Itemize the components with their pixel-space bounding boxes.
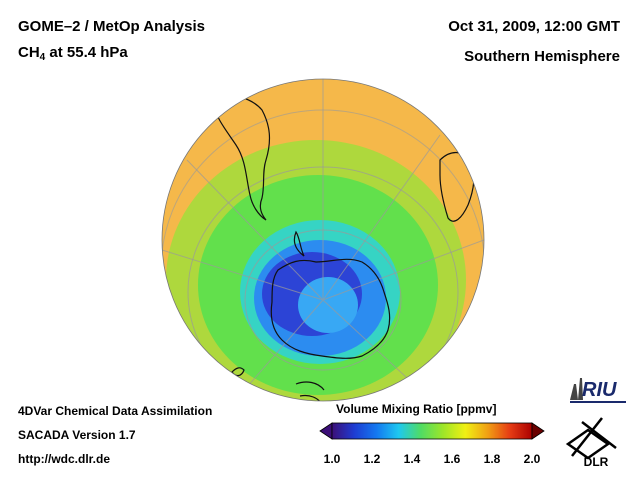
dlr-logo-mark [565,417,617,460]
colorbar-tick: 1.0 [323,452,341,466]
title-species-level: CH4 at 55.4 hPa [18,44,128,63]
graticule-lat-30 [187,166,459,401]
pressure-level: at 55.4 hPa [45,44,128,61]
south-america-coast [213,93,271,221]
riu-logo-text: RIU [582,379,617,401]
antarctica-coast [270,258,391,359]
graticule-meridians [162,79,484,396]
graticule-lat-60 [244,229,402,371]
colorbar-tick: 1.2 [363,452,381,466]
colorbar-right-arrow [531,422,545,440]
footer-url[interactable]: http://wdc.dlr.de [18,452,110,466]
title-line1: GOME–2 / MetOp Analysis [18,18,205,35]
globe-outline [161,78,485,402]
colorbar-band [331,422,533,440]
australia-coast [295,381,325,401]
colorbar-tick: 1.6 [443,452,461,466]
dlr-logo-text: DLR [584,455,609,468]
colorbar-tick: 2.0 [523,452,541,466]
colorbar-tick: 1.8 [483,452,501,466]
riu-logo-underline [570,401,626,403]
colorbar-title: Volume Mixing Ratio [ppmv] [336,402,497,416]
riu-logo-mark [570,378,583,400]
footer-version: SACADA Version 1.7 [18,428,136,442]
dlr-logo: DLR [565,417,617,468]
footer-assimilation: 4DVar Chemical Data Assimilation [18,404,213,418]
analysis-date: Oct 31, 2009, 12:00 GMT [448,18,620,35]
region-label: Southern Hemisphere [464,48,620,65]
colorbar-tick: 1.4 [403,452,421,466]
colorbar [319,422,545,440]
species-subscript: 4 [39,52,46,63]
antarctic-peninsula-coast [293,230,305,257]
colorbar-left-arrow [319,422,333,440]
riu-logo: RIU [570,378,626,403]
graticule-lat-0 [162,109,484,401]
species-name: CH [18,44,40,61]
